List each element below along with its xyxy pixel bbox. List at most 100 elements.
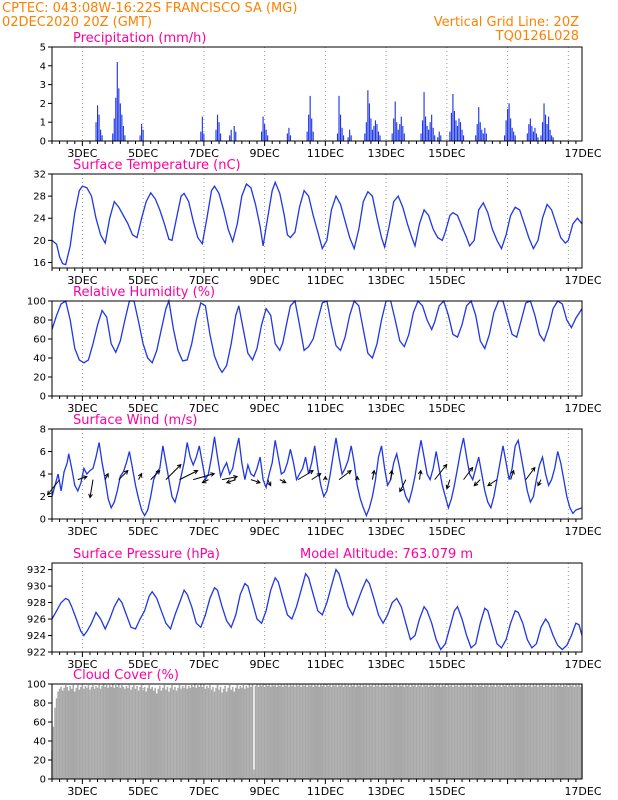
cloud-bar <box>342 686 345 779</box>
wind-arrow-head <box>255 479 261 484</box>
cloud-bar <box>563 684 565 779</box>
cloud-bar <box>338 684 340 779</box>
x-date-label: 3DEC <box>67 402 97 415</box>
wind-arrow-head <box>233 474 239 480</box>
series-line-rh <box>51 298 583 374</box>
cloud-bar <box>477 684 480 779</box>
cloud-bar <box>81 684 84 779</box>
cloud-bar <box>236 684 239 779</box>
x-date-label: 3DEC <box>67 147 97 160</box>
cloud-bar <box>285 685 287 779</box>
series-line-temp <box>51 180 583 266</box>
cloud-bar <box>259 684 261 779</box>
cloud-bar <box>268 684 270 779</box>
precip-bar <box>215 129 217 141</box>
cloud-bar <box>417 684 419 779</box>
wind-arrow-head <box>104 472 109 478</box>
cloud-bar <box>443 685 445 779</box>
cloud-bar <box>555 686 557 779</box>
precip-bar <box>100 129 102 141</box>
y-tick-label: 1 <box>40 118 46 129</box>
cloud-bar <box>335 684 337 779</box>
wind-arrow-head <box>354 475 360 481</box>
x-date-label: 5DEC <box>128 402 158 415</box>
precip-bar <box>376 124 378 141</box>
cloud-bar <box>215 687 217 779</box>
cloud-bar <box>371 684 374 779</box>
precip-bar <box>508 103 510 141</box>
header-initial-time: 02DEC2020 20Z (GMT) <box>2 15 152 30</box>
precip-bar <box>341 127 343 141</box>
wind-arrow-head <box>137 472 143 478</box>
cloud-bar <box>145 691 147 779</box>
precip-bar <box>510 118 512 141</box>
cloud-bar <box>476 686 478 779</box>
cloud-bar <box>95 685 97 779</box>
cloud-bar <box>207 687 210 779</box>
precip-bar <box>288 127 290 141</box>
cloud-bar <box>444 684 447 779</box>
x-date-label: 9DEC <box>250 147 280 160</box>
header-station: CPTEC: 043:08W-16:22S FRANCISCO SA (MG) <box>2 1 297 16</box>
cloud-bar <box>406 685 409 779</box>
wind-arrow-shaft <box>193 473 215 481</box>
x-date-label: 17DEC <box>564 147 601 160</box>
cloud-bar <box>561 686 564 779</box>
wind-arrow-shaft <box>338 470 352 481</box>
precip-bar <box>139 135 141 141</box>
cloud-bar <box>209 684 211 779</box>
cloud-bar <box>514 684 516 779</box>
cloud-bar <box>509 685 512 779</box>
precip-bar <box>377 131 380 141</box>
cloud-bar <box>80 686 82 779</box>
precip-bar <box>309 95 311 141</box>
y-tick-label: 2 <box>40 492 46 503</box>
cloud-bar <box>168 691 170 779</box>
cloud-bar <box>177 687 179 779</box>
cloud-bar <box>86 687 88 779</box>
cloud-bar <box>484 684 486 779</box>
cloud-bar <box>400 685 403 779</box>
cloud-bar <box>218 689 220 779</box>
cloud-bar <box>323 684 325 779</box>
cloud-bar <box>453 684 456 779</box>
cloud-bar <box>146 687 149 779</box>
x-date-label: 5DEC <box>128 658 158 671</box>
cloud-bar <box>250 686 252 779</box>
wind-arrow-head <box>537 481 542 487</box>
wind-arrow-head <box>487 481 492 487</box>
x-date-label: 5DEC <box>128 274 158 287</box>
cloud-bar <box>251 684 254 779</box>
cloud-bar <box>578 684 580 779</box>
header-model-id: TQ0126L028 <box>495 29 579 44</box>
cloud-bar <box>93 688 96 779</box>
cloud-bar <box>525 686 527 779</box>
precip-bar <box>311 118 313 141</box>
cloud-bar <box>385 686 387 779</box>
precip-bar <box>262 116 264 141</box>
cloud-bar <box>300 686 302 779</box>
precip-bar <box>403 133 405 141</box>
wind-arrow-head <box>417 469 423 475</box>
cloud-bar <box>248 684 251 779</box>
wind-arrow-shaft <box>463 467 473 480</box>
cloud-bar <box>127 687 129 779</box>
wind-arrow-shaft <box>150 470 161 480</box>
precip-bar <box>551 135 553 141</box>
cloud-bar <box>128 684 131 779</box>
y-tick-label: 24 <box>33 214 46 225</box>
precip-bar <box>391 133 393 141</box>
cloud-bar <box>231 686 234 779</box>
panels: Precipitation (mm/h) 0 1 2 3 4 5 3DEC 5DEC 7DEC 9D… <box>27 31 602 798</box>
cloud-bar <box>341 684 343 779</box>
precip-bar <box>461 129 463 141</box>
wind-arrow-shaft <box>446 479 451 489</box>
cloud-bar <box>500 686 503 779</box>
cloud-bar <box>503 685 506 779</box>
x-date-label: 3DEC <box>67 658 97 671</box>
cloud-bar <box>247 687 249 779</box>
cloud-bar <box>198 686 201 779</box>
cloud-bar <box>459 684 462 779</box>
cloud-bar <box>111 684 114 779</box>
cloud-bar <box>113 687 116 779</box>
